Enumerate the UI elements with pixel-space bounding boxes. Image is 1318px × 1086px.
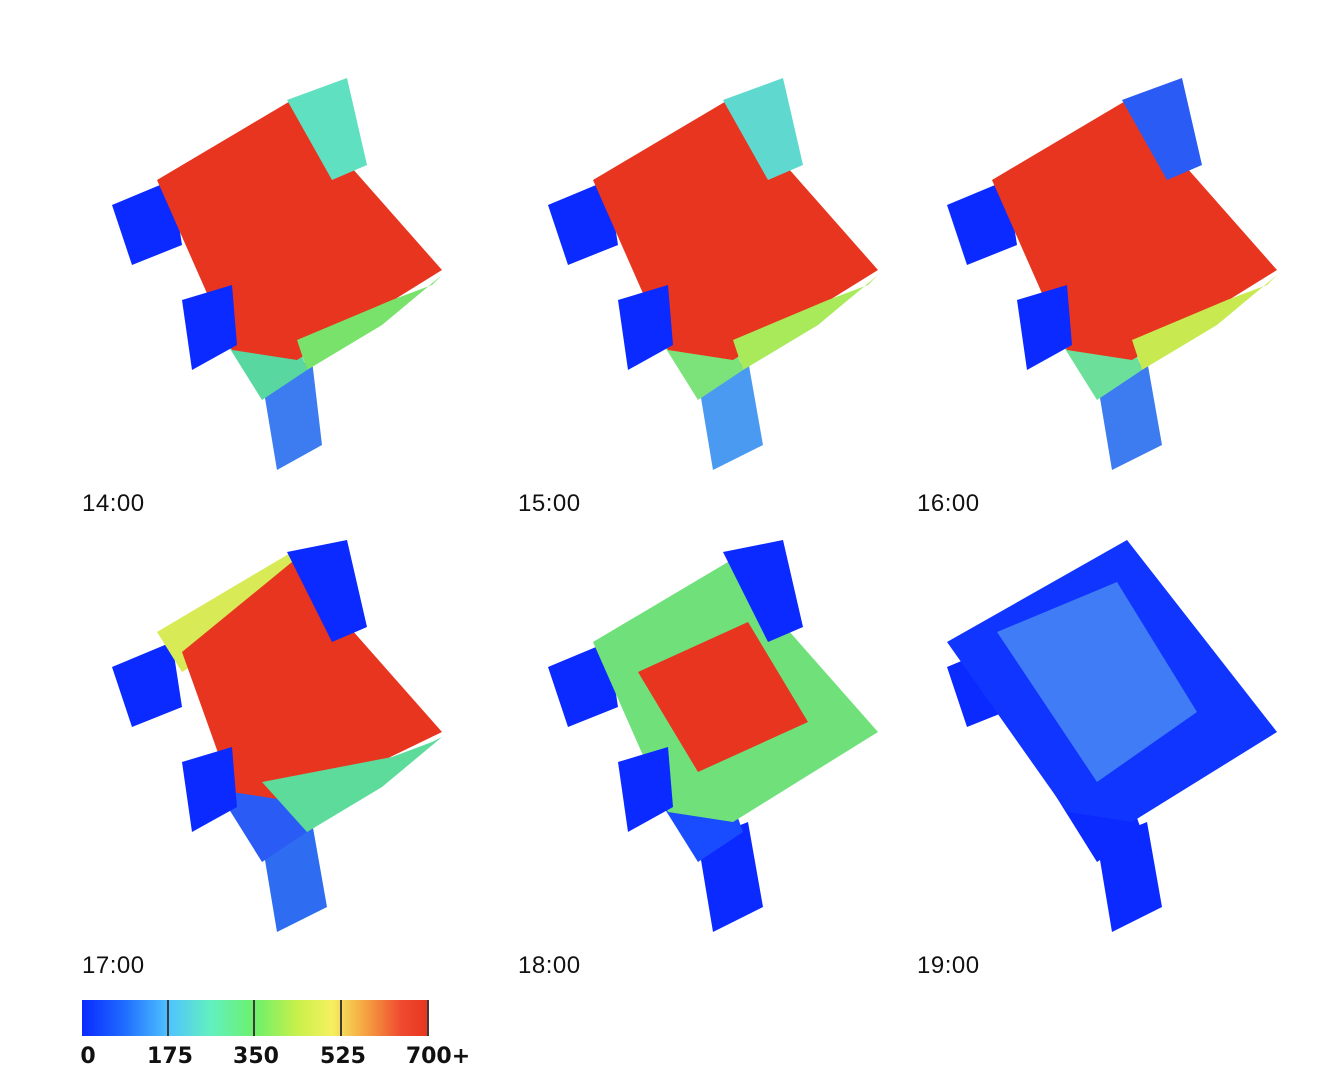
heatmap-panel-1400: 14:00: [82, 70, 482, 517]
floor-zone-north-wing: [1122, 78, 1202, 180]
floorplan-heatmap-1800: [548, 540, 878, 932]
heatmap-panel-1500: 15:00: [518, 70, 918, 517]
color-scale-bar: [82, 1000, 429, 1036]
floor-zone-west-room: [618, 285, 673, 370]
scale-tick-label: 350: [233, 1044, 279, 1069]
heatmap-panel-1600: 16:00: [917, 70, 1317, 517]
floorplan-heatmap-1500: [548, 78, 878, 470]
floor-zone-west-room: [618, 747, 673, 832]
scale-tick-label: 700+: [405, 1044, 471, 1069]
floor-zone-north-wing: [287, 78, 367, 180]
floor-zone-south-edge: [733, 275, 878, 370]
heatmap-panel-1800: 18:00: [518, 532, 918, 979]
scale-tick: [427, 1000, 429, 1036]
floor-zone-south-edge: [297, 275, 442, 370]
floor-zone-north-wing: [723, 78, 803, 180]
time-label: 17:00: [82, 952, 145, 979]
scale-tick-label: 525: [320, 1044, 366, 1069]
floor-zone-hot-core: [638, 622, 808, 772]
scale-tick-label: 175: [147, 1044, 193, 1069]
floorplan-heatmap-1900: [947, 540, 1277, 932]
time-label: 15:00: [518, 490, 581, 517]
scale-tick-label: 0: [80, 1044, 96, 1069]
floor-zone-north-wing: [723, 540, 803, 642]
time-label: 19:00: [917, 952, 980, 979]
floorplan-heatmap-1700: [112, 540, 442, 932]
floor-zone-west-room: [182, 285, 237, 370]
floor-zone-side-block: [112, 180, 182, 265]
floorplan-heatmap-1400: [112, 78, 442, 470]
heatmap-panel-1700: 17:00: [82, 532, 482, 979]
scale-tick: [340, 1000, 342, 1036]
color-scale-legend: 0 175 350 525 700+: [80, 1000, 482, 1080]
time-label: 18:00: [518, 952, 581, 979]
floorplan-heatmap-1600: [947, 78, 1277, 470]
floor-zone-west-room: [1017, 285, 1072, 370]
floor-zone-south-edge: [262, 737, 442, 832]
floor-zone-side-block: [548, 180, 618, 265]
time-label: 16:00: [917, 490, 980, 517]
floor-zone-west-room: [182, 747, 237, 832]
floor-zone-north-wing: [287, 540, 367, 642]
floor-zone-south-edge: [1132, 275, 1277, 370]
floor-zone-side-block: [548, 642, 618, 727]
heatmap-panel-1900: 19:00: [917, 532, 1317, 979]
floor-zone-center: [997, 582, 1197, 782]
scale-tick: [253, 1000, 255, 1036]
floor-zone-side-block: [947, 180, 1017, 265]
time-label: 14:00: [82, 490, 145, 517]
scale-tick: [167, 1000, 169, 1036]
floor-zone-side-block: [112, 642, 182, 727]
floor-zone-main: [182, 562, 442, 802]
